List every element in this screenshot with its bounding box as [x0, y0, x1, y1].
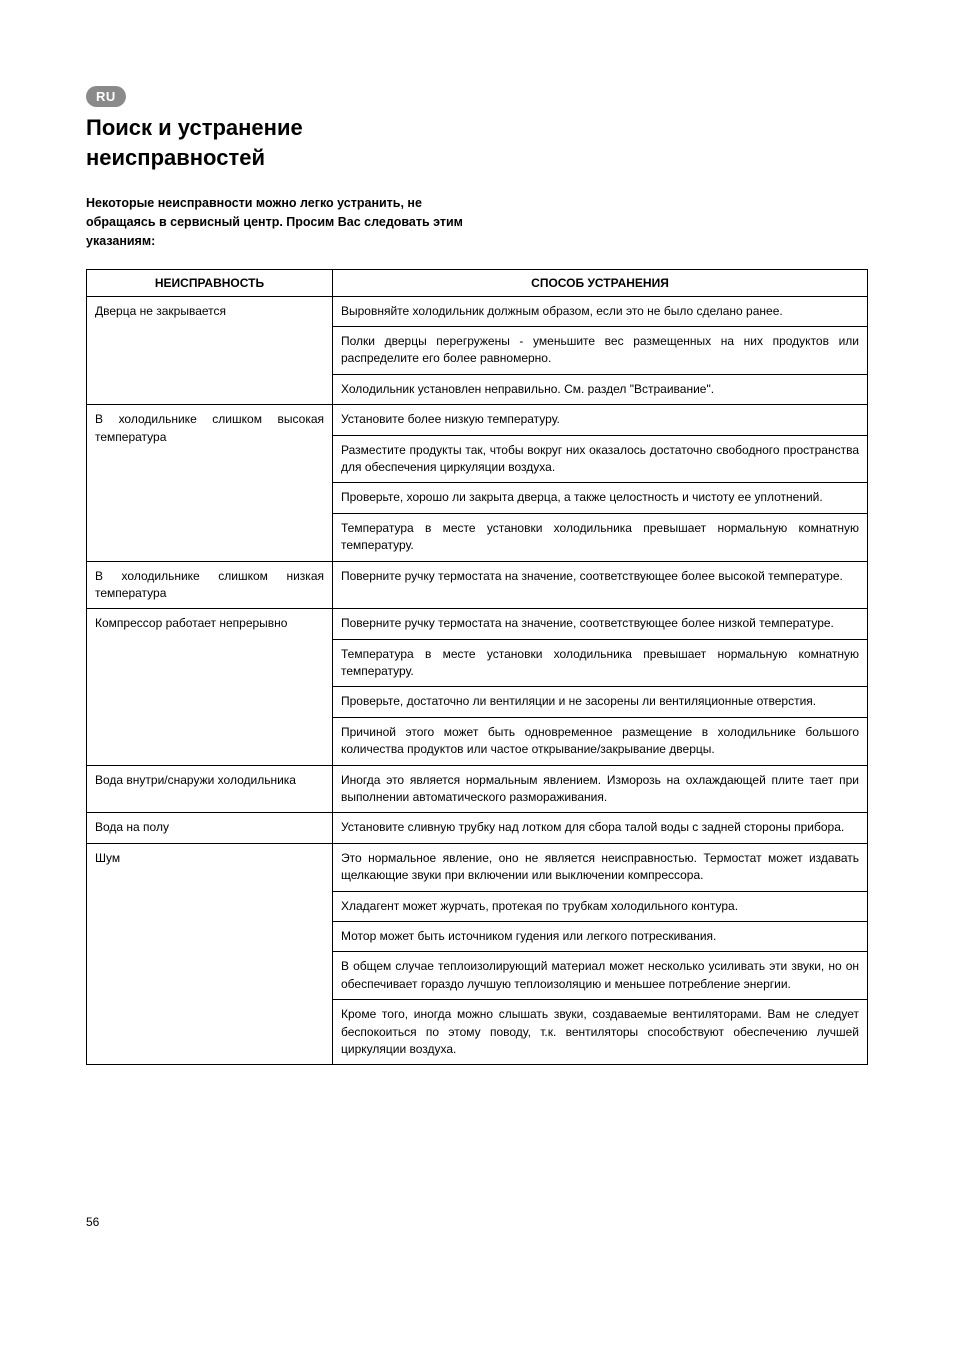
title-line-2: неисправностей [86, 145, 265, 170]
remedy-cell: Кроме того, иногда можно слышать звуки, … [333, 1000, 868, 1065]
remedy-cell: Это нормальное явление, оно не является … [333, 843, 868, 891]
remedy-cell: Мотор может быть источником гудения или … [333, 922, 868, 952]
title-line-1: Поиск и устранение [86, 115, 303, 140]
language-badge: RU [86, 86, 126, 107]
table-row: Компрессор работает непрерывноПоверните … [87, 609, 868, 639]
fault-cell: В холодильнике слишком высокая температу… [87, 405, 333, 561]
page-title: Поиск и устранение неисправностей [86, 113, 868, 172]
remedy-cell: Полки дверцы перегружены - уменьшите вес… [333, 327, 868, 375]
remedy-cell: Хладагент может журчать, протекая по тру… [333, 891, 868, 921]
remedy-cell: Проверьте, достаточно ли вентиляции и не… [333, 687, 868, 717]
remedy-cell: Температура в месте установки холодильни… [333, 639, 868, 687]
table-row: Дверца не закрываетсяВыровняйте холодиль… [87, 296, 868, 326]
table-header-row: НЕИСПРАВНОСТЬ СПОСОБ УСТРАНЕНИЯ [87, 269, 868, 296]
header-fault: НЕИСПРАВНОСТЬ [87, 269, 333, 296]
troubleshooting-table: НЕИСПРАВНОСТЬ СПОСОБ УСТРАНЕНИЯ Дверца н… [86, 269, 868, 1066]
remedy-cell: Поверните ручку термостата на значение, … [333, 609, 868, 639]
table-row: Вода на полуУстановите сливную трубку на… [87, 813, 868, 843]
remedy-cell: Поверните ручку термостата на значение, … [333, 561, 868, 609]
intro-text: Некоторые неисправности можно легко устр… [86, 194, 486, 250]
fault-cell: Вода внутри/снаружи холодильника [87, 765, 333, 813]
fault-cell: Вода на полу [87, 813, 333, 843]
remedy-cell: Установите сливную трубку над лотком для… [333, 813, 868, 843]
remedy-cell: Температура в месте установки холодильни… [333, 513, 868, 561]
page-number: 56 [86, 1215, 99, 1229]
remedy-cell: Разместите продукты так, чтобы вокруг ни… [333, 435, 868, 483]
header-remedy: СПОСОБ УСТРАНЕНИЯ [333, 269, 868, 296]
remedy-cell: Установите более низкую температуру. [333, 405, 868, 435]
fault-cell: Компрессор работает непрерывно [87, 609, 333, 765]
remedy-cell: Иногда это является нормальным явлением.… [333, 765, 868, 813]
remedy-cell: В общем случае теплоизолирующий материал… [333, 952, 868, 1000]
table-row: В холодильнике слишком низкая температур… [87, 561, 868, 609]
fault-cell: Шум [87, 843, 333, 1065]
fault-cell: Дверца не закрывается [87, 296, 333, 405]
remedy-cell: Причиной этого может быть одновременное … [333, 717, 868, 765]
table-body: Дверца не закрываетсяВыровняйте холодиль… [87, 296, 868, 1065]
table-row: В холодильнике слишком высокая температу… [87, 405, 868, 435]
fault-cell: В холодильнике слишком низкая температур… [87, 561, 333, 609]
page-content: RU Поиск и устранение неисправностей Нек… [0, 0, 954, 1065]
table-row: Вода внутри/снаружи холодильникаИногда э… [87, 765, 868, 813]
remedy-cell: Проверьте, хорошо ли закрыта дверца, а т… [333, 483, 868, 513]
table-row: ШумЭто нормальное явление, оно не являет… [87, 843, 868, 891]
remedy-cell: Холодильник установлен неправильно. См. … [333, 374, 868, 404]
remedy-cell: Выровняйте холодильник должным образом, … [333, 296, 868, 326]
